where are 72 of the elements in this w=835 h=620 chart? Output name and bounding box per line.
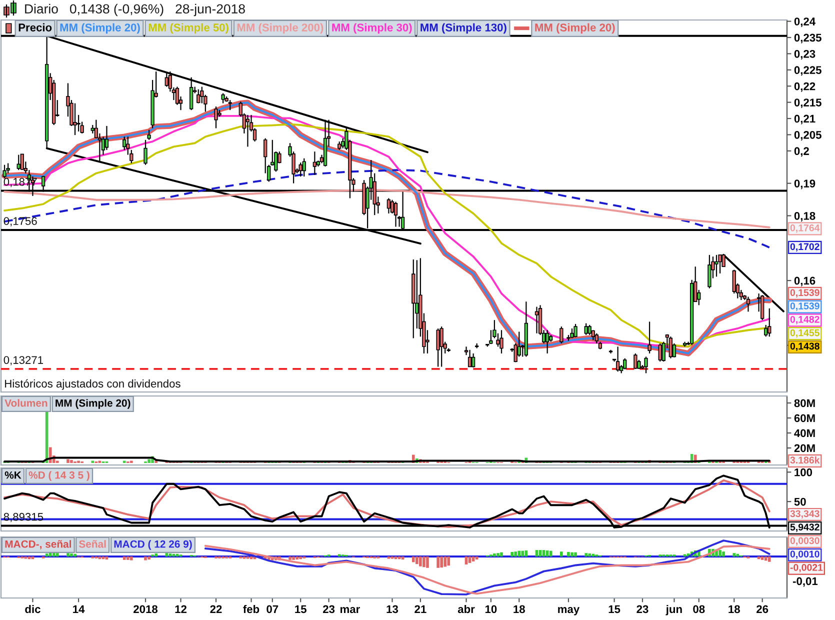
- y-tick-label: 0,23: [794, 50, 816, 60]
- x-tick-label: 14: [73, 605, 85, 613]
- text: Señal: [78, 540, 106, 548]
- x-tick-label: 2018: [134, 605, 158, 614]
- y-tick-label: 0,205: [794, 130, 822, 140]
- x-tick-label: 10: [485, 605, 497, 614]
- x-tick-label: 21: [414, 605, 426, 613]
- x-tick-label: 15: [295, 605, 306, 614]
- x-tick-label: 18: [728, 605, 740, 614]
- annotation: 0,1438: [790, 342, 820, 351]
- x-tick-label: 08: [693, 605, 705, 614]
- y-tick-label: 20M: [794, 444, 815, 452]
- series-label: MACD-, señal: [5, 540, 72, 550]
- chart-title: Diario 0,1438 (-0,96%) 28-jun-2018: [25, 4, 245, 16]
- text: MM (Simple 30): [332, 23, 412, 34]
- x-tick-label: 26: [756, 605, 768, 614]
- annotation: 3.186k: [790, 456, 820, 464]
- text: MM (Simple 20): [60, 23, 140, 34]
- x-tick-label: 18: [514, 605, 525, 614]
- annotation: 0,1539: [790, 302, 820, 311]
- text: -0,01: [792, 577, 818, 587]
- series-label: Volumen: [4, 399, 48, 407]
- x-tick-label: 23: [636, 605, 648, 614]
- series-label: MACD ( 12 26 9): [114, 540, 192, 550]
- y-tick-label: 0,16: [794, 276, 816, 286]
- y-tick-label: 50: [794, 498, 806, 506]
- annotation: Históricos ajustados con dividendos: [5, 379, 180, 390]
- series-label: %D ( 14 3 5 ): [28, 471, 90, 481]
- annotation: 0,1455: [790, 329, 820, 338]
- x-tick-label: dic: [25, 604, 40, 614]
- x-tick-label: 22: [210, 605, 222, 613]
- annotation: 0,1482: [790, 316, 820, 324]
- x-tick-label: 13: [386, 605, 398, 614]
- annotation: 0,1764: [790, 224, 820, 233]
- y-tick-label: 0,2: [794, 147, 809, 157]
- y-tick-label: 0,19: [794, 180, 816, 190]
- y-tick-label: 0,22: [794, 82, 816, 92]
- annotation: 0,1702: [790, 243, 820, 252]
- y-tick-label: 40M: [794, 429, 815, 438]
- text: MM (Simple 130): [420, 23, 506, 34]
- y-tick-label: 0,21: [794, 114, 816, 124]
- y-tick-label: 80M: [794, 399, 815, 408]
- annotation: 33,343: [790, 510, 820, 519]
- annotation: 0,0030: [790, 537, 820, 546]
- x-tick-label: 07: [266, 605, 278, 614]
- x-tick-label: 15: [608, 605, 620, 614]
- legend-label: Precio: [18, 23, 52, 32]
- x-tick-label: feb: [243, 604, 260, 614]
- annotation: 0,0010: [790, 550, 820, 559]
- x-tick-label: mar: [340, 607, 360, 614]
- text: MM (Simple 50): [148, 23, 228, 34]
- y-tick-label: 100: [794, 468, 812, 476]
- y-tick-label: 0,235: [794, 34, 822, 44]
- x-tick-label: 12: [175, 605, 186, 613]
- text: MM (Simple 200): [237, 23, 324, 34]
- y-tick-label: 60M: [794, 414, 815, 422]
- series-label: %K: [4, 471, 22, 479]
- y-tick-label: 0,24: [794, 18, 816, 28]
- ref-line-label: 0,1756: [4, 217, 37, 226]
- x-tick-label: may: [558, 607, 580, 616]
- ref-line-label: 0,13271: [4, 356, 43, 366]
- x-tick-label: abr: [458, 604, 475, 614]
- legend-label: MM (Simple 20): [535, 23, 615, 34]
- text: MM (Simple 20): [56, 399, 130, 409]
- y-tick-label: 0,215: [794, 98, 822, 108]
- y-tick-label: 0,225: [794, 66, 822, 76]
- x-tick-label: jun: [666, 604, 682, 616]
- annotation: 0,1539: [790, 289, 820, 298]
- annotation: -0,0021: [790, 564, 823, 572]
- y-tick-label: 0,18: [794, 212, 816, 222]
- annotation: 5,9432: [790, 524, 820, 532]
- x-tick-label: 23: [323, 605, 335, 614]
